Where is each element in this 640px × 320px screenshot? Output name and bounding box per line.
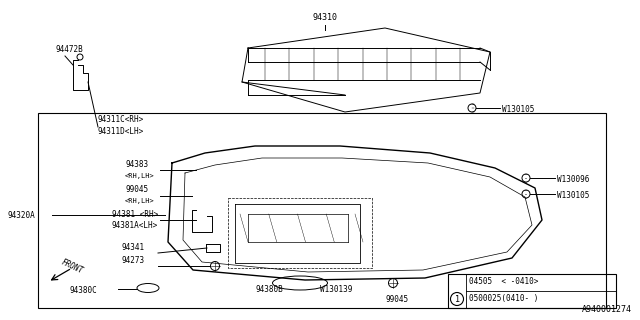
Text: FRONT: FRONT [60,258,84,276]
Text: 94310: 94310 [312,13,337,22]
Text: W130105: W130105 [557,191,589,200]
Text: 94383: 94383 [125,160,148,169]
Text: 94381A<LH>: 94381A<LH> [112,221,158,230]
Text: 04505  < -0410>: 04505 < -0410> [469,277,538,286]
Text: W130105: W130105 [502,105,534,114]
Text: 1: 1 [454,294,460,303]
Text: W130139: W130139 [320,285,353,294]
Text: 94381 <RH>: 94381 <RH> [112,210,158,219]
Text: 94380C: 94380C [70,286,98,295]
Text: W130096: W130096 [557,175,589,184]
Text: 99045: 99045 [385,295,408,304]
Text: 94311D<LH>: 94311D<LH> [98,127,144,136]
Text: 94341: 94341 [122,243,145,252]
Text: 94273: 94273 [122,256,145,265]
Text: 99045: 99045 [125,185,148,194]
Text: A940001274: A940001274 [582,305,632,314]
Bar [38,113,606,308]
Text: 0500025(0410- ): 0500025(0410- ) [469,293,538,302]
Text: 94472B: 94472B [55,45,83,54]
Text: <RH,LH>: <RH,LH> [125,173,155,179]
Text: 94320A: 94320A [8,211,36,220]
Text: 94380B: 94380B [255,285,283,294]
Bar [448,274,616,308]
Text: 94311C<RH>: 94311C<RH> [98,115,144,124]
Text: <RH,LH>: <RH,LH> [125,198,155,204]
